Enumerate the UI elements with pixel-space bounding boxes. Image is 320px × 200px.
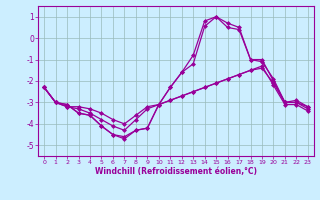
X-axis label: Windchill (Refroidissement éolien,°C): Windchill (Refroidissement éolien,°C): [95, 167, 257, 176]
